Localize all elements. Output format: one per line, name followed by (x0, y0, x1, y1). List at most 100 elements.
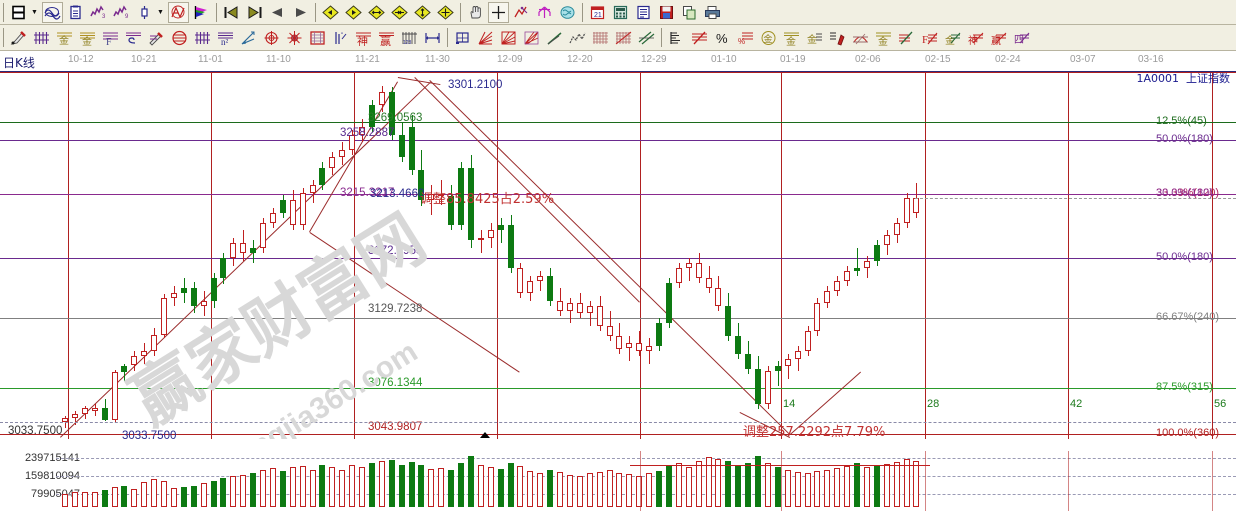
percent-strike-button[interactable] (689, 27, 710, 48)
zoom-out-button[interactable] (389, 2, 410, 23)
ying-button[interactable]: 赢 (376, 27, 397, 48)
flag-button[interactable] (191, 2, 212, 23)
vertical-marks-button[interactable]: '' (330, 27, 351, 48)
arch-lines-button[interactable] (850, 27, 871, 48)
indicator-9-button[interactable]: 9 (111, 2, 132, 23)
zoom-in-button[interactable] (366, 2, 387, 23)
gold-slash-button[interactable]: 金 (942, 27, 963, 48)
gold-grid-1-button[interactable]: 金 (54, 27, 75, 48)
gold-fan-button[interactable]: 金 (873, 27, 894, 48)
copy-button[interactable] (679, 2, 700, 23)
eraser-pencil-button[interactable] (146, 27, 167, 48)
brain-analysis-button[interactable] (557, 2, 578, 23)
scroll-left-button[interactable] (267, 2, 288, 23)
f-slash-button[interactable]: F (919, 27, 940, 48)
indicator-3-button[interactable]: 3 (88, 2, 109, 23)
period-dropdown-caret[interactable]: ▼ (31, 8, 38, 16)
grid-dense-button[interactable] (590, 27, 611, 48)
pattern-recognition-button[interactable] (168, 1, 189, 23)
zoom-right-button[interactable] (343, 2, 364, 23)
zoom-left-button[interactable] (320, 2, 341, 23)
grid-lines-button[interactable] (192, 27, 213, 48)
first-page-button[interactable] (221, 2, 242, 23)
volume-bar (388, 459, 395, 507)
candle-wick (480, 230, 482, 253)
percent-icon-button[interactable]: % (712, 27, 733, 48)
volume-bar (576, 475, 583, 507)
save-image-button[interactable] (656, 2, 677, 23)
shen-button[interactable]: 神 (353, 27, 374, 48)
zigzag-button[interactable] (567, 27, 588, 48)
pan-tool-button[interactable] (465, 2, 486, 23)
gold-grid-2-button[interactable]: 金 (77, 27, 98, 48)
calendar-button[interactable]: 21 (587, 2, 608, 23)
fib-fan-button[interactable] (534, 2, 555, 23)
volume-bar (764, 463, 771, 507)
candle-body (260, 222, 266, 248)
news-button[interactable] (633, 2, 654, 23)
gold-circle-2-button[interactable]: 金 (781, 27, 802, 48)
candle-body (764, 371, 771, 404)
overlay-indicator-button[interactable] (42, 1, 63, 23)
ink-bottle-button[interactable] (827, 27, 848, 48)
volume-bar (62, 493, 68, 507)
volume-bar (161, 481, 167, 507)
gold-circle-1-button[interactable]: 金 (758, 27, 779, 48)
toolbar-separator (216, 2, 217, 22)
grid-dense-2-button[interactable] (613, 27, 634, 48)
volume-bar (656, 471, 662, 507)
volume-bar (527, 471, 534, 507)
gann-grid-button[interactable] (31, 27, 52, 48)
width-measure-button[interactable] (422, 27, 443, 48)
volume-bar (368, 463, 375, 507)
period-day-button[interactable] (8, 2, 29, 23)
gold-steps-button[interactable]: 金 (804, 27, 825, 48)
drawing-tools-toolbar: 金 金 F n² (0, 25, 1236, 51)
trend-line-button[interactable] (544, 27, 565, 48)
ladder-button[interactable] (666, 27, 687, 48)
svg-text:金: 金 (764, 33, 773, 45)
fit-all-button[interactable] (435, 2, 456, 23)
bar-up-marker-icon (480, 432, 490, 438)
angle-tool-button[interactable] (238, 27, 259, 48)
price-level-label: 3043.9807 (368, 421, 423, 433)
candle-body (715, 288, 722, 306)
price-chart-pane[interactable]: 3301.2100 3269.0563 3258.2887 3215.3217 3213… (0, 72, 1236, 439)
fan-lines-button[interactable] (475, 27, 496, 48)
draw-tool-button[interactable] (511, 2, 532, 23)
candle-style-button[interactable] (134, 2, 155, 23)
volume-bar (675, 463, 682, 507)
candle-style-caret[interactable]: ▼ (157, 8, 164, 16)
toolbar-separator (315, 2, 316, 22)
parallel-lines-button[interactable] (636, 27, 657, 48)
shen-slash-button[interactable]: 神 (965, 27, 986, 48)
volume-bar (507, 463, 514, 507)
pencil-tool-button[interactable] (8, 27, 29, 48)
fan-box-button[interactable] (498, 27, 519, 48)
svg-text:金: 金 (807, 33, 817, 46)
crosshair-tool-button[interactable] (488, 1, 509, 23)
spiral-button[interactable] (123, 27, 144, 48)
slash-lines-button[interactable] (896, 27, 917, 48)
n-squared-button[interactable]: n² (215, 27, 236, 48)
ying-slash-button[interactable]: 赢 (988, 27, 1009, 48)
volume-chart-pane[interactable]: 239715141 159810094 79905047 (0, 441, 1236, 511)
fan-arc-button[interactable] (521, 27, 542, 48)
target-circle-button[interactable] (261, 27, 282, 48)
last-page-button[interactable] (244, 2, 265, 23)
volume-bar (418, 465, 425, 507)
pct-lines-button[interactable]: % (735, 27, 756, 48)
report-button[interactable] (65, 2, 86, 23)
scroll-right-button[interactable] (290, 2, 311, 23)
rect-select-button[interactable] (452, 27, 473, 48)
four-slash-button[interactable]: 四 (1011, 27, 1032, 48)
fib-f-button[interactable]: F (100, 27, 121, 48)
sunburst-button[interactable] (284, 27, 305, 48)
box-frame-button[interactable] (307, 27, 328, 48)
date-tick: 11-01 (198, 54, 223, 65)
fit-width-button[interactable] (412, 2, 433, 23)
print-button[interactable] (702, 2, 723, 23)
calculator-button[interactable] (610, 2, 631, 23)
circle-cycle-button[interactable] (169, 27, 190, 48)
counter-grid-button[interactable]: 123 (399, 27, 420, 48)
